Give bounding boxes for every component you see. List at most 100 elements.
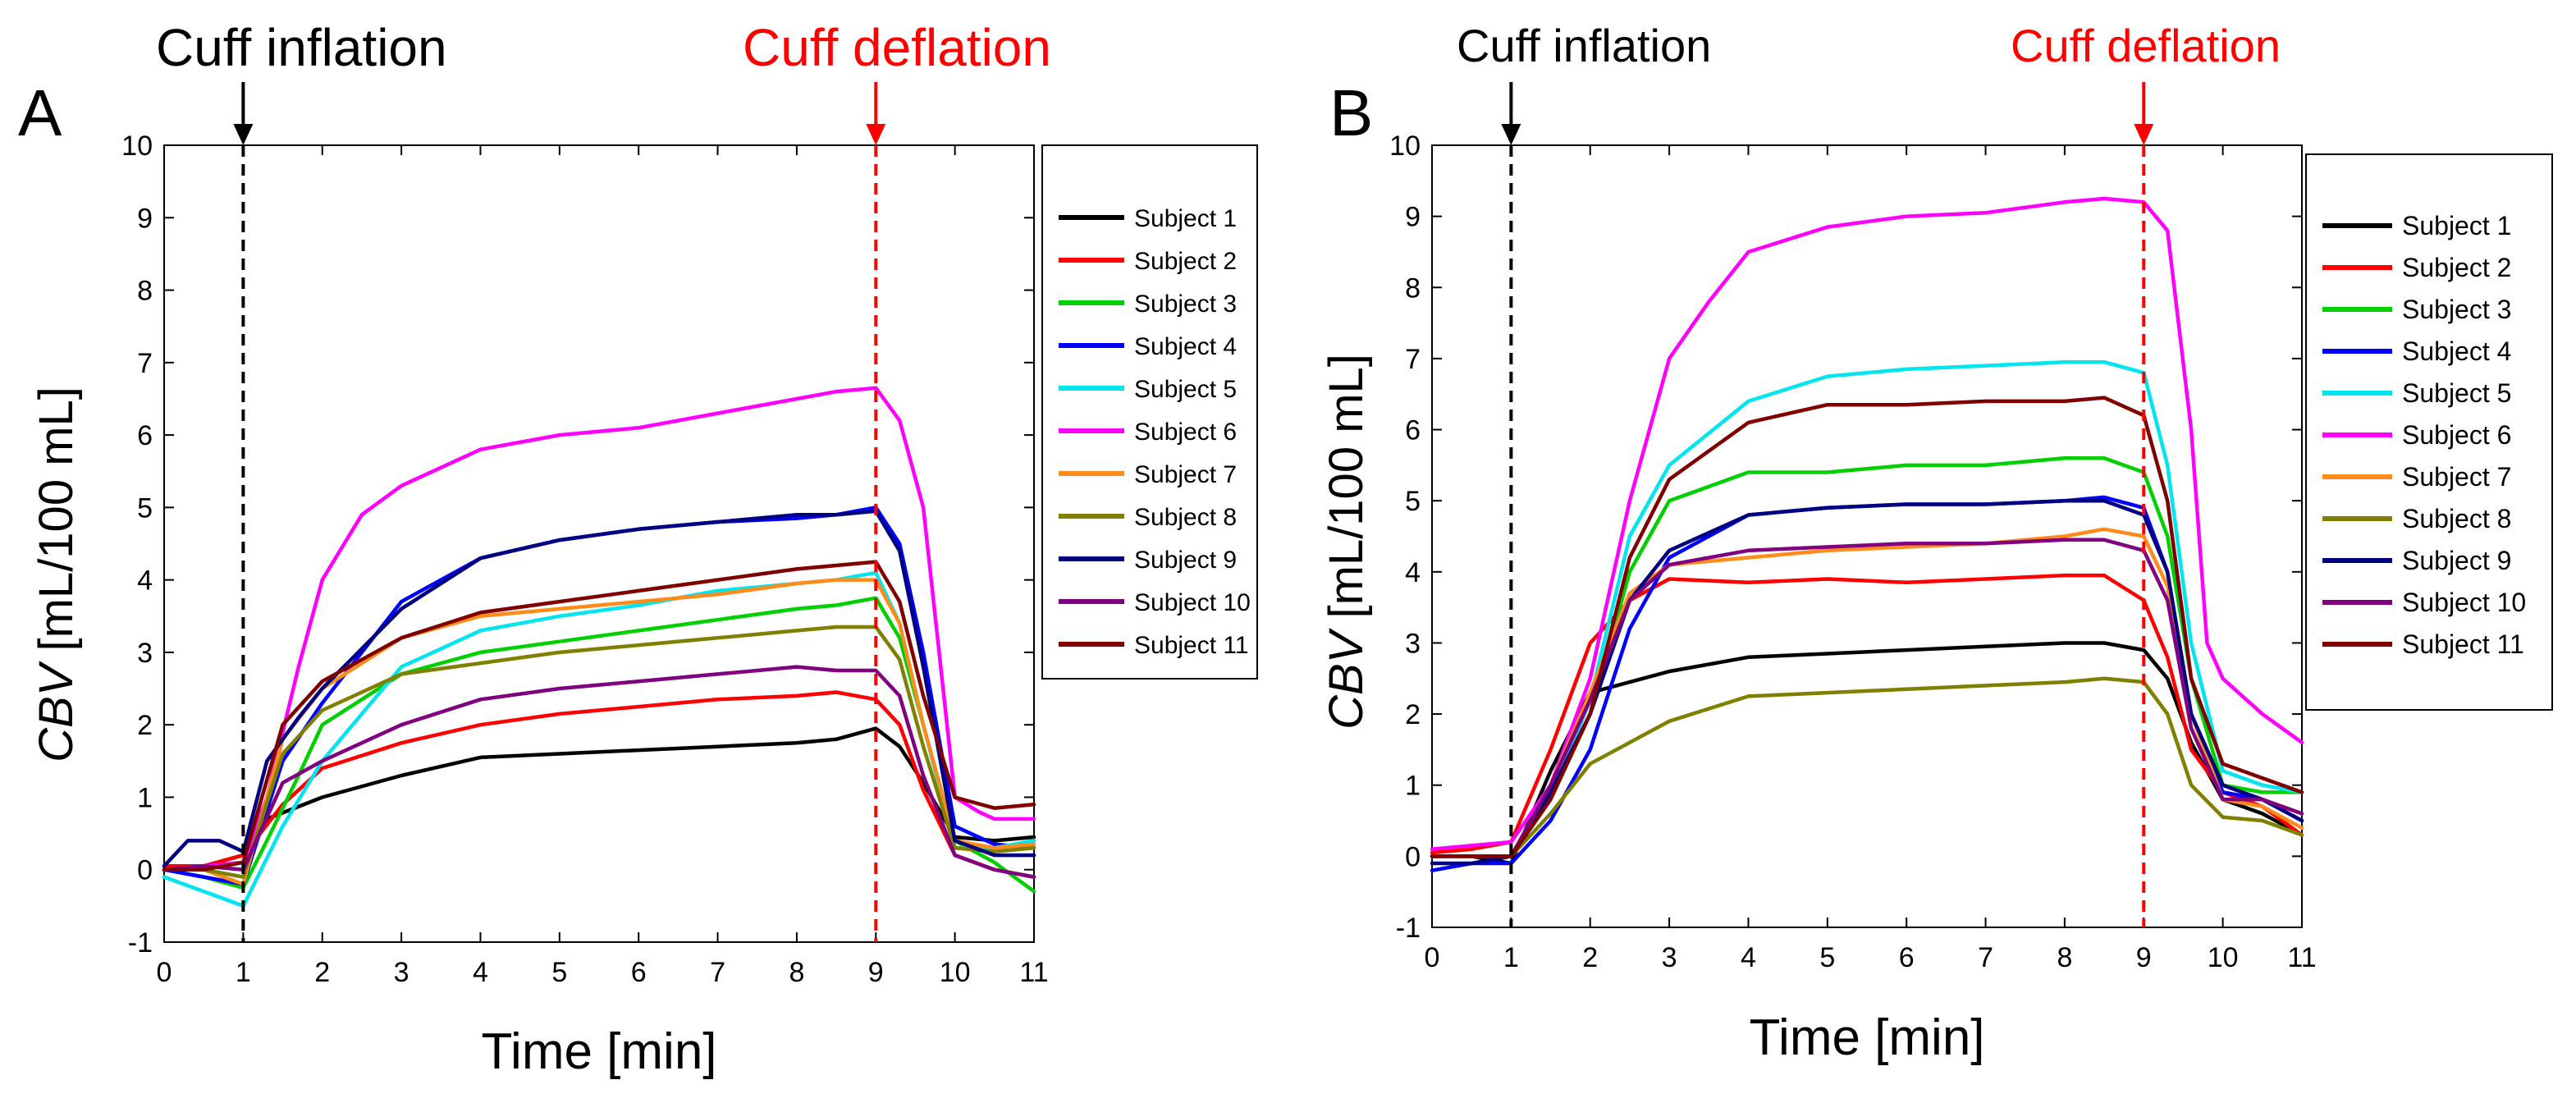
x-tick-label: 2 [314, 957, 330, 988]
y-axis-label: CBV [mL/100 mL] [30, 387, 83, 762]
legend-label: Subject 3 [2402, 295, 2511, 324]
y-axis-label: CBV [mL/100 mL] [1320, 354, 1373, 730]
cuff-deflation-arrow-head [2134, 124, 2154, 145]
panel-a: A Cuff inflation Cuff deflation CBV [mL/… [18, 18, 1258, 1080]
legend-label: Subject 10 [1134, 589, 1251, 616]
legend-label: Subject 3 [1134, 291, 1237, 318]
cuff-deflation-arrow-head [866, 124, 886, 145]
x-axis-label: Time [min] [481, 1023, 716, 1080]
series-line-subject-10 [1430, 538, 2304, 858]
y-tick-label: 3 [137, 638, 153, 669]
series-line-subject-9 [1430, 498, 2304, 866]
y-tick-label: 7 [137, 348, 153, 379]
series-line-subject-2 [1430, 573, 2304, 855]
legend-label: Subject 7 [1134, 461, 1237, 488]
series-line-subject-11 [162, 560, 1036, 872]
y-axis-label-italic: CBV [30, 660, 83, 762]
y-tick-label: 5 [1405, 486, 1421, 517]
x-tick-label: 10 [940, 957, 971, 988]
legend-label: Subject 9 [2402, 546, 2511, 575]
plot-frame [1431, 144, 2303, 928]
y-tick-label: 8 [1405, 272, 1421, 304]
y-tick-label: 1 [1405, 771, 1421, 802]
x-tick-label: 11 [1019, 957, 1048, 988]
y-tick-label: 9 [1405, 202, 1421, 233]
cuff-inflation-label: Cuff inflation [1457, 20, 1711, 71]
legend-label: Subject 1 [2402, 211, 2511, 240]
x-tick-label: 0 [1425, 942, 1440, 973]
y-axis-label-italic: CBV [1320, 627, 1373, 730]
y-tick-label: 2 [1405, 699, 1421, 730]
series-line-subject-11 [1430, 396, 2304, 858]
x-tick-label: 10 [2208, 942, 2239, 973]
legend-label: Subject 2 [1134, 248, 1237, 275]
series-line-subject-1 [1430, 641, 2304, 866]
legend-label: Subject 11 [2402, 629, 2524, 659]
series-line-subject-7 [162, 578, 1036, 886]
x-tick-label: 8 [789, 957, 804, 988]
x-tick-label: 0 [157, 957, 172, 988]
x-tick-label: 4 [1741, 942, 1756, 973]
cuff-inflation-label: Cuff inflation [156, 18, 447, 77]
x-tick-label: 1 [1503, 942, 1519, 973]
x-tick-label: 9 [868, 957, 884, 988]
legend-label: Subject 5 [2402, 378, 2511, 408]
legend-label: Subject 4 [2402, 336, 2511, 366]
y-tick-label: 8 [137, 276, 153, 307]
legend-box [1041, 144, 1258, 680]
legend-label: Subject 8 [1134, 504, 1237, 531]
legend-box [2305, 153, 2553, 711]
legend-label: Subject 9 [1134, 547, 1237, 574]
panel-label: A [18, 76, 62, 149]
legend-label: Subject 11 [1134, 632, 1249, 659]
cuff-deflation-label: Cuff deflation [743, 18, 1051, 77]
series-line-subject-9 [162, 509, 1036, 868]
legend-label: Subject 2 [2402, 253, 2511, 282]
y-tick-label: 0 [137, 855, 153, 886]
legend-label: Subject 4 [1134, 333, 1237, 360]
y-tick-label: 7 [1405, 344, 1421, 375]
y-tick-label: 9 [137, 203, 153, 234]
legend-label: Subject 1 [1134, 205, 1237, 232]
series-line-subject-2 [162, 690, 1036, 879]
series-line-subject-8 [162, 625, 1036, 879]
y-axis-label-unit: [mL/100 mL] [30, 387, 83, 664]
y-tick-label: 2 [137, 710, 153, 741]
cuff-inflation-arrow-head [1501, 124, 1521, 145]
y-tick-label: 0 [1405, 841, 1421, 872]
x-tick-label: 5 [551, 957, 567, 988]
series-line-subject-10 [162, 665, 1036, 879]
x-tick-label: 8 [2057, 942, 2072, 973]
x-tick-label: 6 [1899, 942, 1915, 973]
legend-label: Subject 6 [2402, 420, 2511, 450]
series-line-subject-1 [162, 726, 1036, 872]
x-tick-label: 3 [1662, 942, 1677, 973]
y-tick-label: 1 [137, 782, 153, 813]
y-tick-label: -1 [1396, 913, 1421, 944]
cuff-inflation-arrow-head [233, 124, 254, 145]
y-tick-label: 5 [137, 492, 153, 524]
x-tick-label: 4 [473, 957, 488, 988]
x-tick-label: 11 [2287, 942, 2316, 973]
panel-b: B Cuff inflation Cuff deflation CBV [mL/… [1320, 20, 2553, 1066]
series-line-subject-6 [162, 386, 1036, 872]
legend-label: Subject 6 [1134, 419, 1237, 446]
x-tick-label: 3 [394, 957, 410, 988]
x-tick-label: 2 [1582, 942, 1598, 973]
legend-label: Subject 5 [1134, 376, 1237, 403]
y-tick-label: 4 [137, 565, 153, 597]
cuff-deflation-label: Cuff deflation [2011, 20, 2281, 71]
y-tick-label: 4 [1405, 557, 1421, 588]
series-line-subject-8 [1430, 676, 2304, 858]
x-tick-label: 9 [2136, 942, 2152, 973]
y-axis-label-unit: [mL/100 mL] [1320, 354, 1373, 631]
legend-label: Subject 8 [2402, 504, 2511, 533]
y-tick-label: 3 [1405, 628, 1421, 659]
y-tick-label: 6 [1405, 415, 1421, 446]
y-tick-label: -1 [128, 927, 153, 959]
x-tick-label: 7 [710, 957, 725, 988]
x-tick-label: 7 [1978, 942, 1993, 973]
